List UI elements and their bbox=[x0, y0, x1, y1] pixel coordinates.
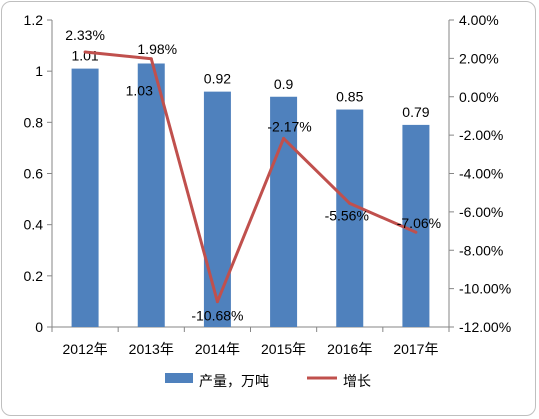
right-tick-label: -2.00% bbox=[459, 127, 503, 143]
line-point bbox=[215, 300, 219, 304]
bar-data-label: 0.85 bbox=[336, 89, 363, 105]
left-tick-label: 0.2 bbox=[24, 268, 44, 284]
x-tick-label: 2016年 bbox=[327, 341, 372, 357]
line-growth bbox=[84, 50, 417, 304]
right-tick-label: -4.00% bbox=[459, 166, 503, 182]
line-data-label: -7.06% bbox=[397, 215, 441, 231]
left-tick-label: 0.8 bbox=[24, 114, 44, 130]
bar-production bbox=[336, 109, 364, 328]
legend-label-line: 增长 bbox=[343, 374, 371, 390]
bar-data-label: 0.79 bbox=[402, 104, 429, 120]
line-point bbox=[414, 230, 418, 234]
right-tick-label: -8.00% bbox=[459, 242, 503, 258]
line-point bbox=[282, 136, 286, 140]
left-tick-label: 1 bbox=[35, 63, 43, 79]
left-tick-label: 0 bbox=[35, 319, 43, 335]
line-point bbox=[83, 50, 87, 54]
right-tick-label: -12.00% bbox=[459, 319, 511, 335]
bar-data-label: 1.01 bbox=[71, 48, 98, 64]
legend-swatch-bar bbox=[165, 373, 193, 383]
line-data-label: -5.56% bbox=[325, 207, 369, 223]
left-tick-label: 1.2 bbox=[24, 12, 44, 28]
bar-data-label: 0.92 bbox=[204, 71, 231, 87]
x-tick-label: 2017年 bbox=[393, 341, 438, 357]
legend-label-bar: 产量，万吨 bbox=[199, 374, 269, 390]
left-tick-label: 0.4 bbox=[24, 217, 44, 233]
x-tick-label: 2013年 bbox=[129, 341, 174, 357]
right-tick-label: 0.00% bbox=[459, 89, 499, 105]
bar-production bbox=[402, 124, 430, 328]
line-point bbox=[149, 57, 153, 61]
right-tick-label: -10.00% bbox=[459, 281, 511, 297]
right-tick-label: 2.00% bbox=[459, 50, 499, 66]
left-tick-label: 0.6 bbox=[24, 166, 44, 182]
x-tick-label: 2015年 bbox=[261, 341, 306, 357]
right-tick-label: 4.00% bbox=[459, 12, 499, 28]
line-data-label: -2.17% bbox=[267, 118, 311, 134]
bar-data-label: 1.03 bbox=[126, 82, 153, 98]
line-data-label: 1.98% bbox=[137, 41, 177, 57]
bar-data-label: 0.9 bbox=[274, 76, 294, 92]
x-tick-label: 2014年 bbox=[195, 341, 240, 357]
line-data-label: -10.68% bbox=[191, 308, 243, 324]
bar-production bbox=[203, 91, 231, 327]
bar-production bbox=[71, 68, 99, 327]
bar-production bbox=[137, 63, 165, 327]
line-point bbox=[348, 201, 352, 205]
right-tick-label: -6.00% bbox=[459, 204, 503, 220]
bar-production bbox=[270, 96, 298, 327]
x-tick-label: 2012年 bbox=[63, 341, 108, 357]
line-data-label: 2.33% bbox=[65, 27, 105, 43]
